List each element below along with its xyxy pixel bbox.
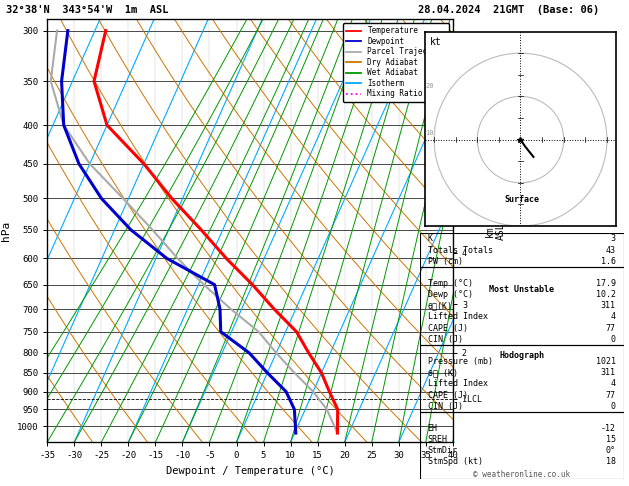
Text: Most Unstable: Most Unstable (489, 285, 554, 294)
Text: Dewp (°C): Dewp (°C) (428, 290, 473, 299)
Text: 43: 43 (606, 245, 616, 255)
Text: 3: 3 (611, 234, 616, 243)
Text: 0: 0 (611, 335, 616, 344)
Text: Pressure (mb): Pressure (mb) (428, 357, 493, 366)
Text: K: K (428, 234, 433, 243)
Text: Lifted Index: Lifted Index (428, 380, 487, 388)
Text: 10.2: 10.2 (596, 290, 616, 299)
Text: θᴇ (K): θᴇ (K) (428, 368, 458, 377)
Text: 17.9: 17.9 (596, 279, 616, 288)
Text: Hodograph: Hodograph (499, 351, 544, 361)
Text: 32°38'N  343°54'W  1m  ASL: 32°38'N 343°54'W 1m ASL (6, 5, 169, 15)
Text: 4: 4 (611, 380, 616, 388)
Text: kt: kt (430, 37, 442, 48)
Text: CIN (J): CIN (J) (428, 335, 463, 344)
Text: CAPE (J): CAPE (J) (428, 324, 468, 332)
Text: 311: 311 (601, 368, 616, 377)
Text: StmSpd (kt): StmSpd (kt) (428, 457, 482, 467)
Text: 1.6: 1.6 (601, 257, 616, 266)
Text: 0°: 0° (606, 446, 616, 455)
Text: 0: 0 (611, 402, 616, 411)
X-axis label: Dewpoint / Temperature (°C): Dewpoint / Temperature (°C) (165, 466, 335, 476)
Text: 18: 18 (606, 457, 616, 467)
Text: 311: 311 (601, 301, 616, 310)
Text: 77: 77 (606, 391, 616, 399)
Y-axis label: hPa: hPa (1, 221, 11, 241)
Text: PW (cm): PW (cm) (428, 257, 463, 266)
Text: 20: 20 (425, 83, 434, 89)
Text: 10: 10 (425, 130, 434, 136)
Text: CIN (J): CIN (J) (428, 402, 463, 411)
Y-axis label: km
ASL: km ASL (485, 222, 506, 240)
Text: 28.04.2024  21GMT  (Base: 06): 28.04.2024 21GMT (Base: 06) (418, 5, 599, 15)
Text: StmDir: StmDir (428, 446, 458, 455)
Text: EH: EH (428, 424, 438, 433)
Text: Totals Totals: Totals Totals (428, 245, 493, 255)
Text: CAPE (J): CAPE (J) (428, 391, 468, 399)
Text: 4: 4 (611, 312, 616, 321)
Legend: Temperature, Dewpoint, Parcel Trajectory, Dry Adiabat, Wet Adiabat, Isotherm, Mi: Temperature, Dewpoint, Parcel Trajectory… (343, 23, 449, 102)
Text: 1021: 1021 (596, 357, 616, 366)
Text: © weatheronline.co.uk: © weatheronline.co.uk (473, 470, 571, 479)
Text: Surface: Surface (504, 195, 539, 204)
Text: 15: 15 (606, 435, 616, 444)
Text: θᴇ(K): θᴇ(K) (428, 301, 453, 310)
Text: Lifted Index: Lifted Index (428, 312, 487, 321)
Text: Temp (°C): Temp (°C) (428, 279, 473, 288)
Text: 77: 77 (606, 324, 616, 332)
Text: SREH: SREH (428, 435, 448, 444)
Text: -12: -12 (601, 424, 616, 433)
